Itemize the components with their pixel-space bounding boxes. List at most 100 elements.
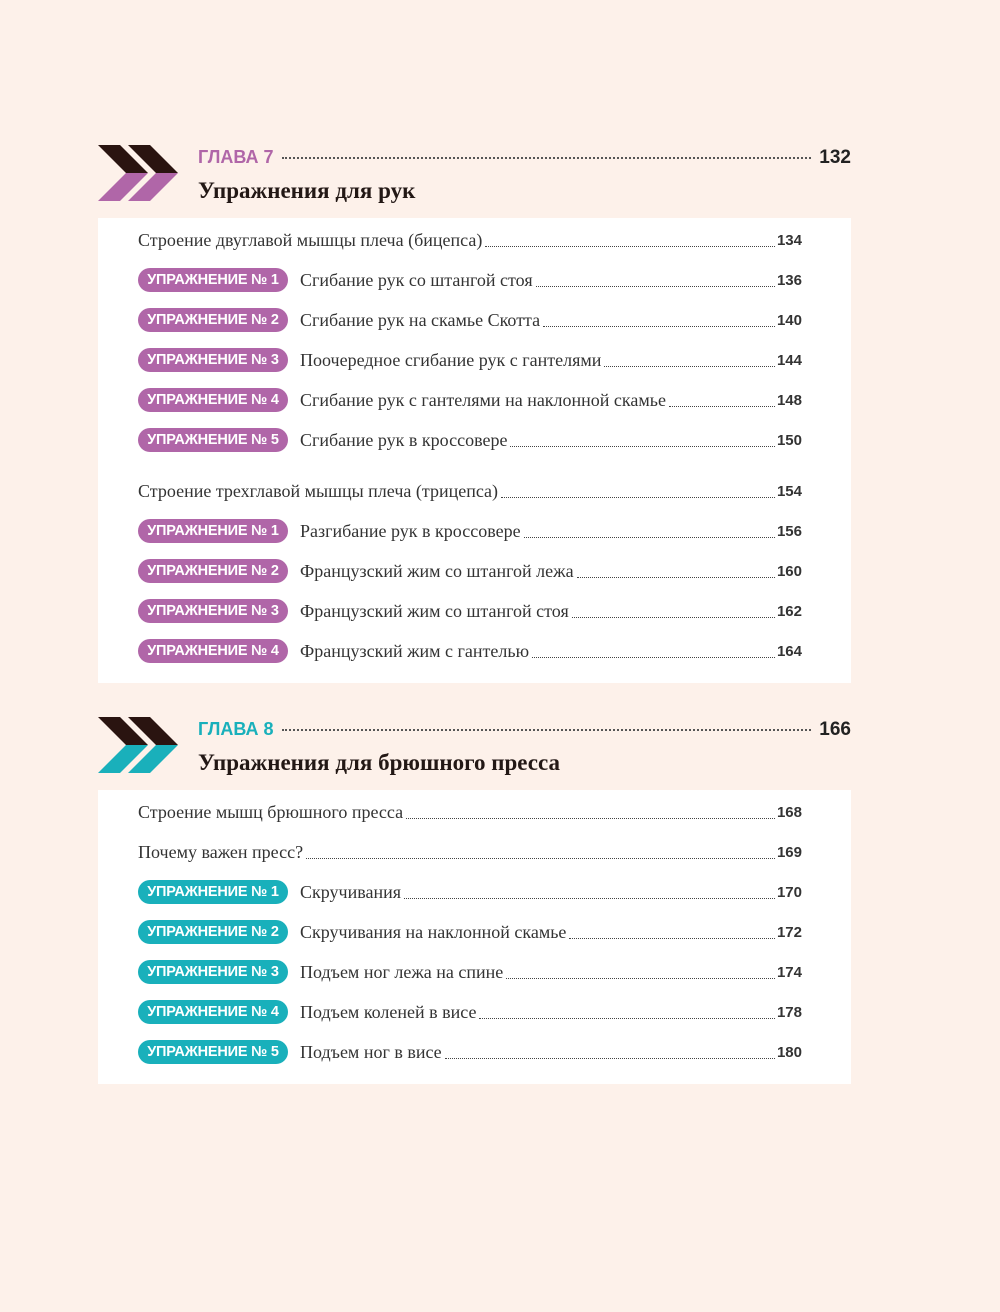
chapter-label: ГЛАВА 8 (198, 719, 274, 739)
dot-leader (501, 496, 775, 498)
entry-page: 172 (776, 923, 802, 941)
dot-leader (543, 325, 775, 327)
entry-text: Сгибание рук со штангой стоя (300, 269, 533, 290)
toc-entry: Строение трехглавой мышцы плеча (трицепс… (138, 471, 802, 511)
exercise-badge: УПРАЖНЕНИЕ № 3 (138, 599, 288, 623)
exercise-badge: УПРАЖНЕНИЕ № 2 (138, 559, 288, 583)
chapter-title: Упражнения для рук (198, 178, 416, 203)
chevron-icon (98, 145, 178, 201)
chapter-line: ГЛАВА 7 132 (198, 147, 851, 169)
dot-leader (281, 729, 812, 731)
toc-entry: УПРАЖНЕНИЕ № 4 Французский жим с гантелью… (138, 631, 802, 671)
dot-leader (506, 977, 775, 979)
dot-leader (523, 536, 775, 538)
entry-text: Подъем коленей в висе (300, 1001, 477, 1022)
toc-entry: УПРАЖНЕНИЕ № 4 Сгибание рук с гантелями н… (138, 380, 802, 420)
chapter-line: ГЛАВА 8 166 (198, 719, 851, 741)
toc-entry: Строение двуглавой мышцы плеча (бицепса)… (138, 220, 802, 260)
entry-text: Подъем ног лежа на спине (300, 961, 504, 982)
entry-text: Сгибание рук с гантелями на наклонной ск… (300, 389, 666, 410)
entry-page: 150 (776, 431, 802, 449)
entry-page: 164 (776, 642, 802, 660)
dot-leader (535, 285, 775, 287)
dot-leader (510, 445, 775, 447)
chapter-page: 132 (819, 147, 851, 168)
entry-page: 178 (776, 1003, 802, 1021)
entry-page: 156 (776, 522, 802, 540)
entry-page: 136 (776, 271, 802, 289)
entry-text: Строение трехглавой мышцы плеча (трицепс… (138, 480, 499, 501)
entry-text: Сгибание рук на скамье Скотта (300, 309, 541, 330)
chapter-page: 166 (819, 719, 851, 740)
entry-text: Строение мышц брюшного пресса (138, 801, 404, 822)
entry-text: Французский жим со штангой стоя (300, 600, 569, 621)
entry-page: 170 (776, 883, 802, 901)
dot-leader (571, 616, 775, 618)
toc-entry: УПРАЖНЕНИЕ № 5 Подъем ног в висе 180 (138, 1032, 802, 1072)
dot-leader (444, 1057, 775, 1059)
exercise-badge: УПРАЖНЕНИЕ № 1 (138, 268, 288, 292)
entry-text: Поочередное сгибание рук с гантелями (300, 349, 602, 370)
dot-leader (532, 656, 775, 658)
entry-text: Строение двуглавой мышцы плеча (бицепса) (138, 229, 483, 250)
toc-entry: УПРАЖНЕНИЕ № 5 Сгибание рук в кроссовере 1… (138, 420, 802, 460)
entry-page: 160 (776, 562, 802, 580)
entry-page: 154 (776, 482, 802, 500)
toc-entry: Почему важен пресс? 169 (138, 832, 802, 872)
toc-entry: УПРАЖНЕНИЕ № 2 Французский жим со штангой… (138, 551, 802, 591)
entry-text: Французский жим с гантелью (300, 640, 530, 661)
toc-entry: УПРАЖНЕНИЕ № 1 Сгибание рук со штангой ст… (138, 260, 802, 300)
dot-leader (404, 897, 775, 899)
dot-leader (569, 937, 775, 939)
dot-leader (485, 245, 775, 247)
table-of-contents: ГЛАВА 7 132 Упражнения для рук Строение дву… (98, 145, 851, 1084)
entry-text: Французский жим со штангой лежа (300, 560, 574, 581)
exercise-badge: УПРАЖНЕНИЕ № 4 (138, 388, 288, 412)
exercise-badge: УПРАЖНЕНИЕ № 3 (138, 960, 288, 984)
chapter-header: ГЛАВА 7 132 Упражнения для рук (98, 145, 851, 203)
exercise-badge: УПРАЖНЕНИЕ № 4 (138, 639, 288, 663)
chapter-header: ГЛАВА 8 166 Упражнения для брюшного пресса (98, 717, 851, 775)
dot-leader (576, 576, 775, 578)
entry-page: 169 (776, 843, 802, 861)
entry-text: Разгибание рук в кроссовере (300, 520, 521, 541)
exercise-badge: УПРАЖНЕНИЕ № 5 (138, 1040, 288, 1064)
chapter: ГЛАВА 7 132 Упражнения для рук Строение дву… (98, 145, 851, 683)
exercise-badge: УПРАЖНЕНИЕ № 5 (138, 428, 288, 452)
exercise-badge: УПРАЖНЕНИЕ № 1 (138, 880, 288, 904)
entry-page: 134 (776, 231, 802, 249)
exercise-badge: УПРАЖНЕНИЕ № 1 (138, 519, 288, 543)
entry-page: 180 (776, 1043, 802, 1061)
entry-text: Подъем ног в висе (300, 1041, 442, 1062)
exercise-badge: УПРАЖНЕНИЕ № 3 (138, 348, 288, 372)
chapter-title: Упражнения для брюшного пресса (198, 750, 560, 775)
dot-leader (406, 817, 775, 819)
entries-box: Строение двуглавой мышцы плеча (бицепса)… (98, 218, 851, 683)
toc-entry: УПРАЖНЕНИЕ № 1 Разгибание рук в кроссовер… (138, 511, 802, 551)
toc-entry: УПРАЖНЕНИЕ № 4 Подъем коленей в висе 178 (138, 992, 802, 1032)
dot-leader (604, 365, 775, 367)
toc-entry: Строение мышц брюшного пресса 168 (138, 792, 802, 832)
toc-entry: УПРАЖНЕНИЕ № 3 Французский жим со штангой… (138, 591, 802, 631)
entry-page: 162 (776, 602, 802, 620)
exercise-badge: УПРАЖНЕНИЕ № 2 (138, 920, 288, 944)
toc-entry: УПРАЖНЕНИЕ № 3 Подъем ног лежа на спине 17… (138, 952, 802, 992)
toc-entry: УПРАЖНЕНИЕ № 1 Скручивания 170 (138, 872, 802, 912)
entry-page: 174 (776, 963, 802, 981)
exercise-badge: УПРАЖНЕНИЕ № 2 (138, 308, 288, 332)
entry-page: 168 (776, 803, 802, 821)
dot-leader (306, 857, 775, 859)
entry-page: 140 (776, 311, 802, 329)
entry-text: Скручивания на наклонной скамье (300, 921, 567, 942)
chapter-label: ГЛАВА 7 (198, 147, 274, 167)
exercise-badge: УПРАЖНЕНИЕ № 4 (138, 1000, 288, 1024)
entry-page: 144 (776, 351, 802, 369)
dot-leader (479, 1017, 775, 1019)
dot-leader (668, 405, 775, 407)
toc-entry: УПРАЖНЕНИЕ № 2 Скручивания на наклонной с… (138, 912, 802, 952)
entries-box: Строение мышц брюшного пресса 168 Почему в… (98, 790, 851, 1084)
entry-text: Скручивания (300, 881, 401, 902)
dot-leader (281, 157, 812, 159)
toc-entry: УПРАЖНЕНИЕ № 2 Сгибание рук на скамье Ско… (138, 300, 802, 340)
